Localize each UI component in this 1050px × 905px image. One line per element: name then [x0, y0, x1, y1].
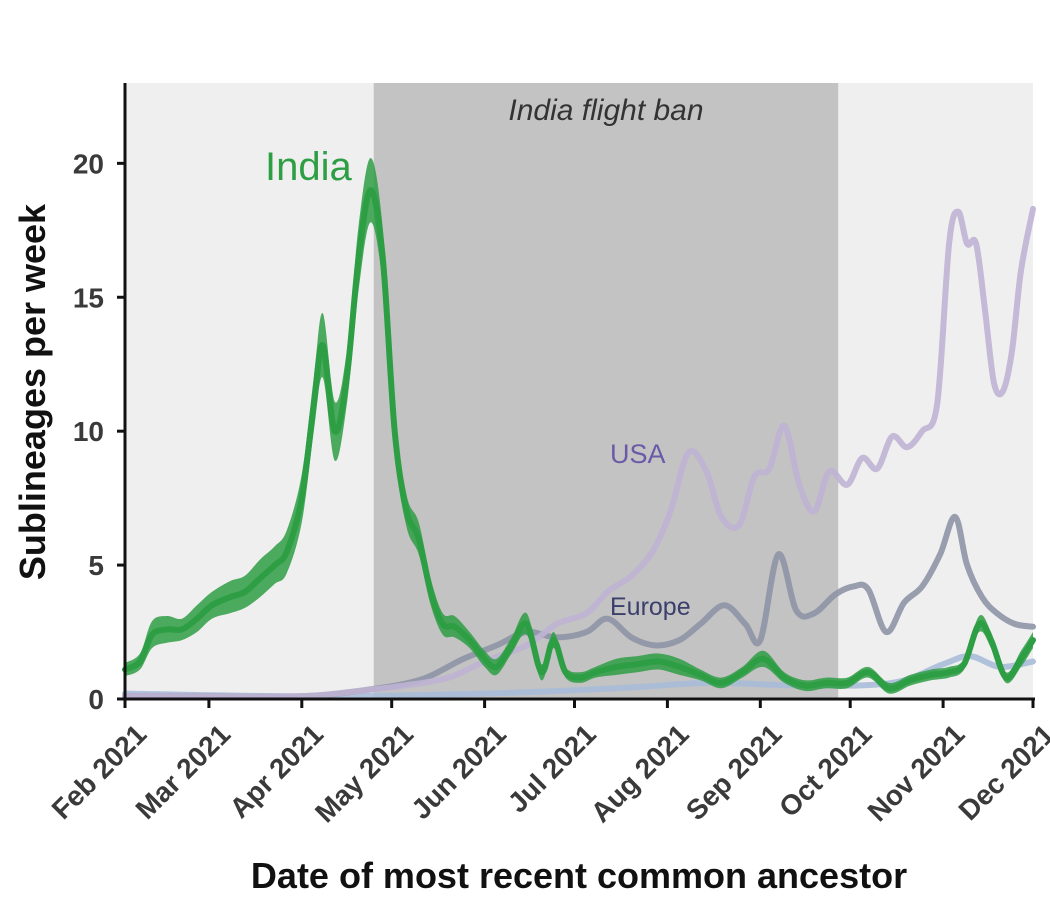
series-layer [122, 157, 1036, 700]
x-tick-label: Sep 2021 [680, 718, 788, 826]
x-tick-label: Nov 2021 [862, 718, 971, 827]
y-ticks: 0 5 10 15 20 [73, 148, 125, 715]
annotation-usa: USA [610, 439, 666, 469]
x-tick-label: Jun 2021 [405, 718, 512, 825]
flight-ban-label: India flight ban [508, 94, 703, 127]
series-line-europe [122, 513, 1036, 700]
annotation-india: India [265, 145, 352, 189]
x-tick-label: Oct 2021 [773, 718, 877, 822]
y-axis-title: Sublineages per week [12, 203, 53, 580]
x-tick-label: Dec 2021 [953, 718, 1050, 826]
y-tick-label: 10 [73, 416, 104, 447]
axes [123, 83, 1035, 701]
x-tick-label: May 2021 [309, 718, 419, 828]
y-tick-label: 5 [88, 550, 104, 581]
y-tick-label: 0 [88, 684, 104, 715]
series-line-india [122, 187, 1036, 692]
annotation-europe: Europe [610, 593, 691, 621]
y-tick-label: 15 [73, 282, 104, 313]
y-tick-label: 20 [73, 148, 104, 179]
x-tick-label: Aug 2021 [585, 718, 695, 828]
x-axis-title: Date of most recent common ancestor [251, 855, 907, 896]
